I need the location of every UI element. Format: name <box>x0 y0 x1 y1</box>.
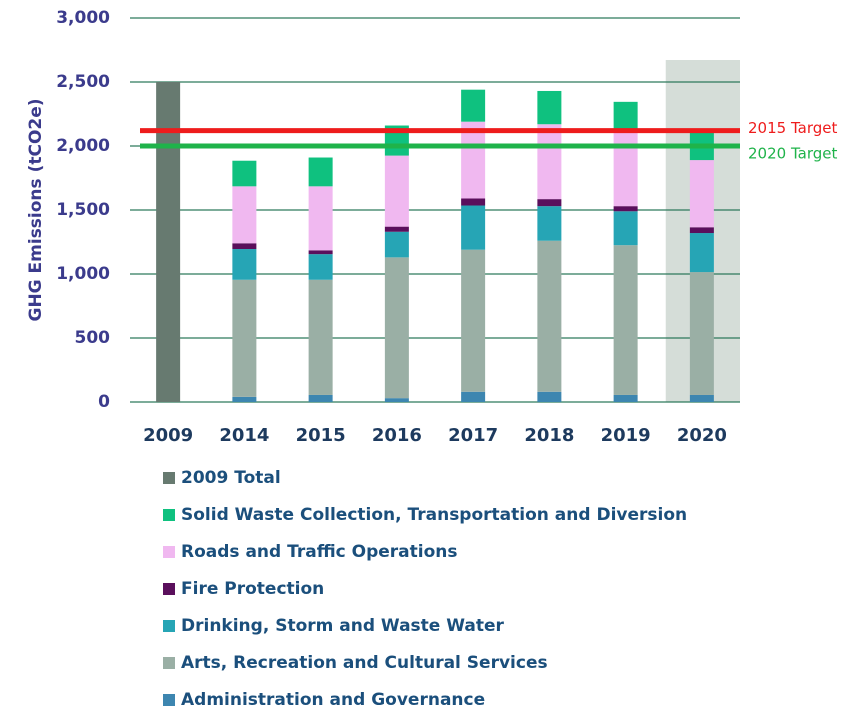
y-tick-label: 2,000 <box>56 136 110 156</box>
bar-segment <box>689 233 714 273</box>
bar-segment <box>308 186 333 251</box>
bar-segment <box>613 130 638 207</box>
y-tick-label: 3,000 <box>56 8 110 28</box>
bar-segment <box>232 279 257 397</box>
bar-segment <box>384 226 409 232</box>
x-tick-label: 2016 <box>372 425 422 446</box>
bar-segment <box>613 245 638 395</box>
bar-segment <box>689 394 714 402</box>
legend-label: 2009 Total <box>181 468 281 488</box>
x-tick-label: 2009 <box>143 425 193 446</box>
target-label: 2020 Target <box>748 145 837 163</box>
bar-segment <box>308 254 333 280</box>
bar-segment <box>461 89 486 122</box>
bar-segment <box>232 160 257 187</box>
bar-segment <box>613 211 638 246</box>
y-tick-label: 2,500 <box>56 72 110 92</box>
bar-segment <box>537 240 562 392</box>
bar-segment <box>461 391 486 402</box>
legend-label: Roads and Traffic Operations <box>181 542 458 562</box>
bar-segment <box>537 391 562 402</box>
y-tick-label: 500 <box>75 328 111 348</box>
legend-swatch <box>163 472 175 484</box>
bar-segment <box>461 205 486 250</box>
bar-segment <box>384 155 409 227</box>
y-tick-label: 0 <box>98 392 110 412</box>
bar-segment <box>537 206 562 241</box>
legend-swatch <box>163 583 175 595</box>
x-tick-label: 2019 <box>601 425 651 446</box>
bar-segment <box>537 90 562 125</box>
bar-segment <box>232 396 257 402</box>
bar-segment <box>156 82 181 402</box>
x-tick-label: 2014 <box>219 425 269 446</box>
bar-segment <box>384 231 409 258</box>
x-tick-label: 2018 <box>524 425 574 446</box>
x-tick-label: 2017 <box>448 425 498 446</box>
bar-segment <box>384 257 409 399</box>
legend-swatch <box>163 694 175 706</box>
bar-segment <box>689 272 714 395</box>
bar-segment <box>232 186 257 244</box>
bar-segment <box>689 160 714 228</box>
bar-segment <box>384 398 409 402</box>
bar-segment <box>537 199 562 207</box>
y-axis-label: GHG Emissions (tCO2e) <box>26 98 46 321</box>
bar-segment <box>461 249 486 392</box>
bar-segment <box>308 250 333 255</box>
bar-segment <box>308 279 333 395</box>
bar-segment <box>232 249 257 280</box>
y-tick-label: 1,500 <box>56 200 110 220</box>
bar-segment <box>308 157 333 187</box>
legend-label: Administration and Governance <box>181 690 485 710</box>
bar-segment <box>689 227 714 234</box>
legend-label: Arts, Recreation and Cultural Services <box>181 653 548 673</box>
legend-swatch <box>163 546 175 558</box>
bar-segment <box>461 121 486 199</box>
bar-segment <box>613 394 638 402</box>
x-tick-label: 2015 <box>296 425 346 446</box>
legend-label: Fire Protection <box>181 579 324 599</box>
x-tick-label: 2020 <box>677 425 727 446</box>
bar-segment <box>308 394 333 402</box>
legend-swatch <box>163 509 175 521</box>
bar-segment <box>613 206 638 212</box>
legend-swatch <box>163 620 175 632</box>
target-label: 2015 Target <box>748 119 837 137</box>
bar-segment <box>613 101 638 130</box>
legend-label: Solid Waste Collection, Transportation a… <box>181 505 687 525</box>
bar-segment <box>537 124 562 200</box>
bar-segment <box>461 198 486 206</box>
bar-segment <box>232 243 257 250</box>
legend-swatch <box>163 657 175 669</box>
y-tick-label: 1,000 <box>56 264 110 284</box>
legend-label: Drinking, Storm and Waste Water <box>181 616 505 636</box>
